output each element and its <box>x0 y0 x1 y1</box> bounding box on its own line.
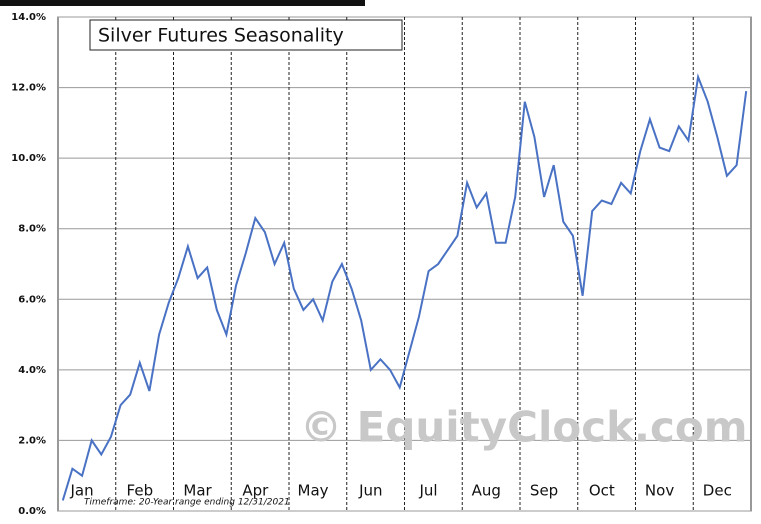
x-tick-label: Sep <box>530 482 558 500</box>
chart-title: Silver Futures Seasonality <box>98 25 344 47</box>
x-tick-label: Oct <box>589 482 615 500</box>
x-tick-label: Aug <box>472 482 501 500</box>
x-tick-label: Feb <box>127 482 154 500</box>
x-tick-label: Nov <box>645 482 674 500</box>
series-line <box>61 73 748 501</box>
x-tick-label: Jun <box>358 482 382 500</box>
x-tick-label: Dec <box>703 482 732 500</box>
y-tick-label: 6.0% <box>18 294 46 305</box>
x-tick-label: Jan <box>70 482 94 500</box>
y-tick-label: 0.0% <box>18 506 46 517</box>
y-tick-label: 8.0% <box>18 224 46 235</box>
title-box <box>89 19 403 51</box>
x-tick-label: Apr <box>242 482 269 500</box>
x-tick-label: May <box>298 482 329 500</box>
y-tick-label: 2.0% <box>18 435 46 446</box>
y-tick-label: 10.0% <box>11 153 46 164</box>
y-tick-label: 12.0% <box>11 83 46 94</box>
y-tick-label: 14.0% <box>11 12 46 23</box>
x-tick-label: Jul <box>419 482 438 500</box>
x-tick-label: Mar <box>183 482 212 500</box>
header-bar <box>0 0 365 6</box>
y-tick-label: 4.0% <box>18 365 46 376</box>
watermark: © EquityClock.com <box>300 403 748 452</box>
footnote: Timeframe: 20-Year range ending 12/31/20… <box>84 498 290 508</box>
